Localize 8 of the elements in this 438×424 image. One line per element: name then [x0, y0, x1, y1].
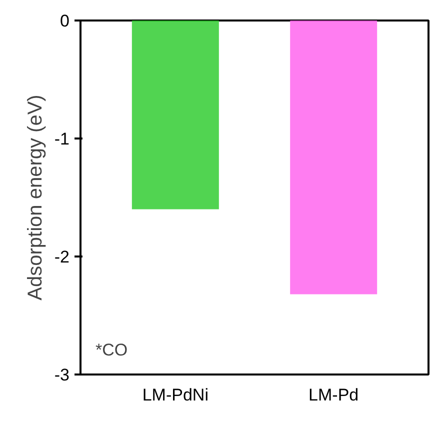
y-tick-label: 0 — [60, 12, 70, 30]
y-tick-label: -3 — [54, 366, 70, 384]
y-axis-title: Adsorption energy (eV) — [24, 94, 46, 300]
x-tick-label: LM-PdNi — [142, 386, 208, 404]
y-tick-label: -1 — [54, 130, 70, 148]
x-tick-label: LM-Pd — [308, 386, 359, 404]
annotation: *CO — [96, 340, 128, 360]
y-tick-label: -2 — [54, 248, 70, 266]
